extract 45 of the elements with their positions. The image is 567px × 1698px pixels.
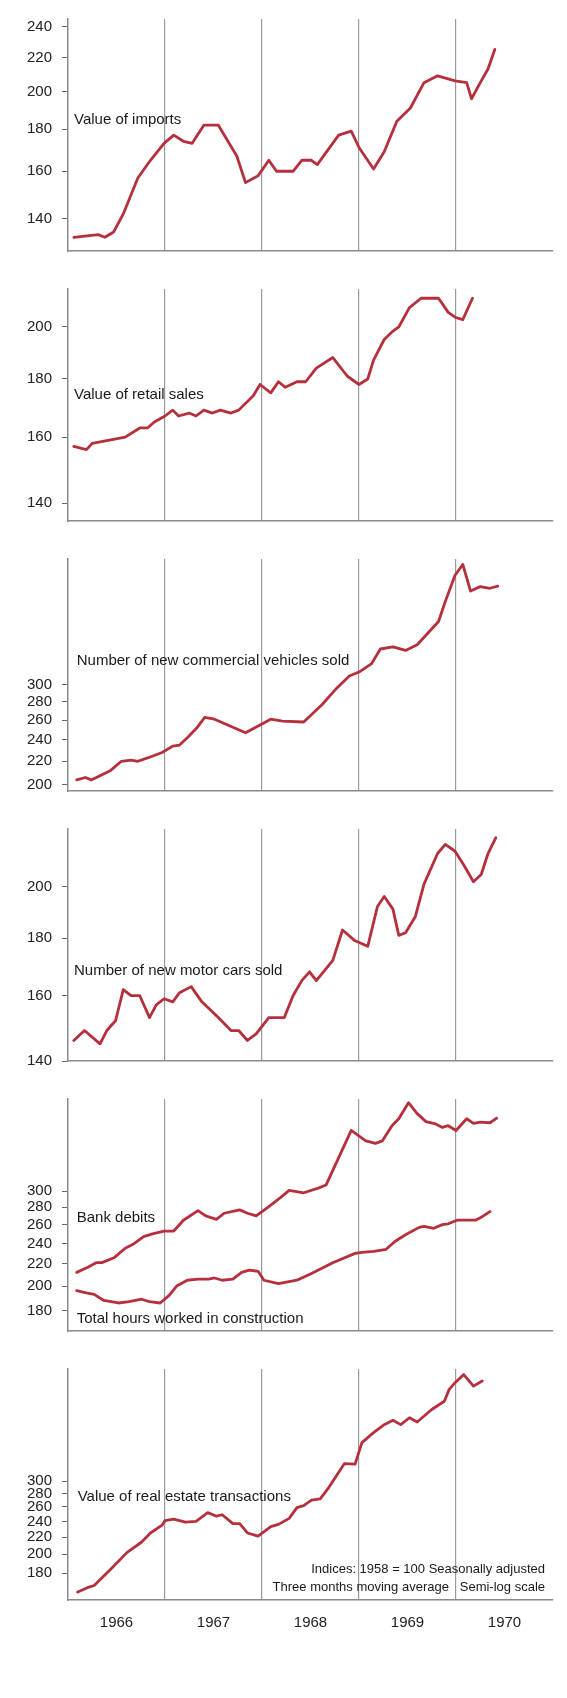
series-label: Total hours worked in construction [76,1308,304,1326]
y-tick-label: 280 [26,692,52,709]
y-tick-label: 240 [26,16,52,34]
y-tick-label: 180 [26,119,52,137]
y-tick-label: 200 [26,876,52,894]
y-tick-label: 220 [26,47,52,65]
y-tick-label: 220 [26,1253,52,1271]
x-tick-label: 1968 [293,1613,328,1631]
x-tick-label: 1970 [487,1613,522,1631]
y-tick-label: 180 [26,369,52,387]
y-tick-label: 300 [26,1471,52,1489]
y-tick-label: 300 [26,1181,52,1199]
y-tick-label: 200 [26,81,52,99]
series-label: Number of new commercial vehicles sold [76,650,350,668]
y-tick-label: 160 [26,427,52,445]
y-tick-label: 240 [26,729,52,747]
y-tick-label: 180 [26,1300,52,1318]
y-tick-label: 160 [26,161,52,179]
y-tick-label: 180 [26,1563,52,1581]
y-tick-label: 280 [26,1197,52,1215]
y-tick-label: 180 [26,928,52,946]
y-tick-label: 200 [26,1544,52,1562]
x-tick-label: 1966 [99,1613,134,1631]
annotation: Indices: 1958 = 100 Seasonally adjusted [311,1561,545,1577]
y-tick-label: 260 [26,710,52,728]
series-label: Value of retail sales [74,384,204,402]
y-tick-label: 200 [26,1276,52,1294]
series-label: Value of real estate transactions [77,1487,291,1505]
y-tick-label: 140 [26,493,52,511]
y-tick-label: 200 [26,317,52,335]
y-tick-label: 240 [26,1233,52,1251]
y-tick-label: 160 [26,985,52,1003]
x-tick-label: 1967 [196,1613,231,1631]
x-tick-label: 1969 [390,1613,425,1631]
y-tick-label: 220 [26,751,52,769]
y-tick-label: 300 [26,675,52,692]
y-tick-label: 220 [26,1527,52,1545]
series-label: Value of imports [74,109,182,127]
series-label: Bank debits [76,1208,156,1226]
series-label: Number of new motor cars sold [74,961,283,979]
y-tick-label: 260 [26,1214,52,1232]
annotation: Three months moving average Semi-log scale [272,1579,545,1595]
y-tick-label: 200 [26,774,52,792]
y-tick-label: 140 [26,209,52,227]
y-tick-label: 140 [26,1051,52,1069]
